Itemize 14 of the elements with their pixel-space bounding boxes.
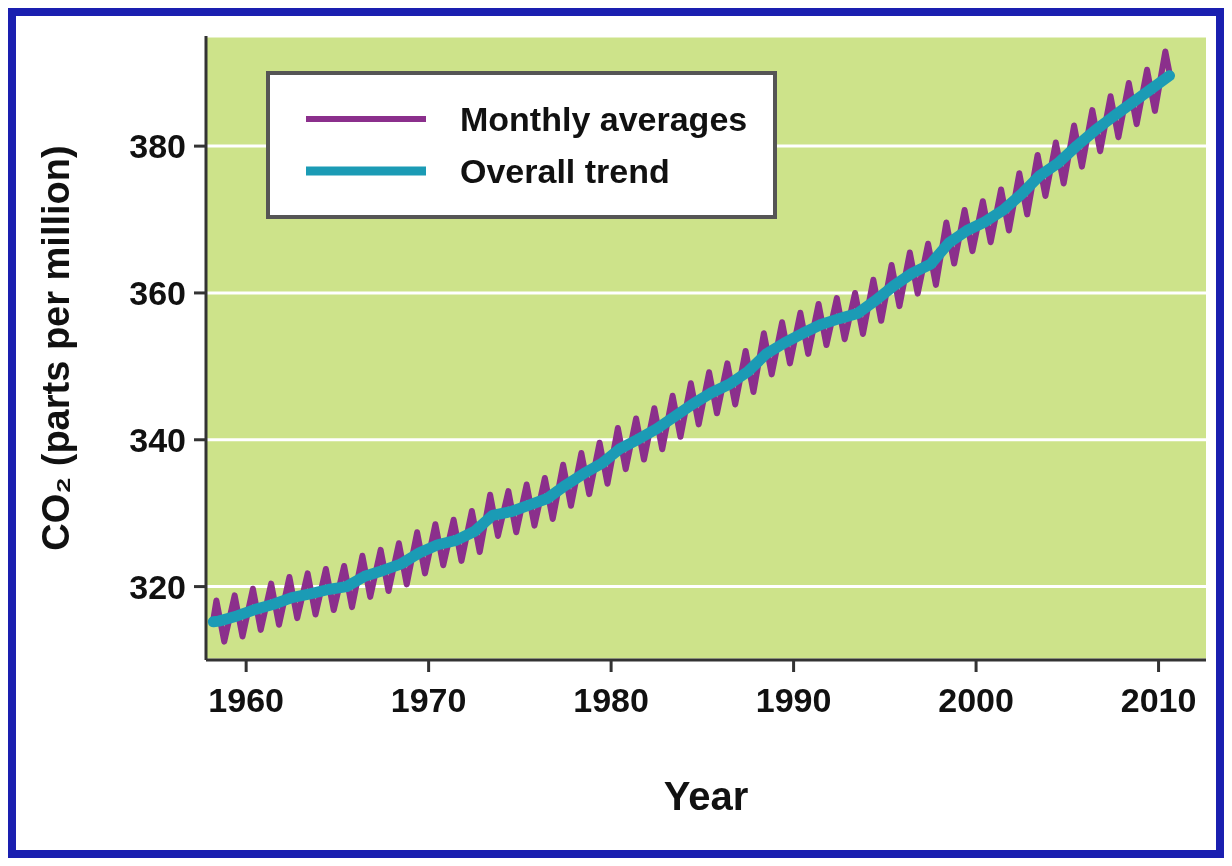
- x-tick-label: 1980: [573, 681, 649, 720]
- x-tick-label: 2000: [938, 681, 1014, 720]
- x-tick-label: 1960: [208, 681, 284, 720]
- legend-label: Monthly averages: [460, 99, 748, 139]
- legend-label: Overall trend: [460, 151, 670, 191]
- y-tick-label: 380: [129, 127, 186, 166]
- x-axis-title: Year: [663, 774, 749, 818]
- x-tick-label: 2010: [1120, 681, 1197, 720]
- y-tick-label: 360: [129, 274, 186, 313]
- y-tick-label: 340: [129, 420, 186, 459]
- y-tick-label: 320: [129, 567, 186, 606]
- y-axis-title: CO₂ (parts per million): [35, 145, 78, 551]
- x-tick-label: 1970: [390, 681, 467, 720]
- x-tick-label: 1990: [755, 681, 832, 720]
